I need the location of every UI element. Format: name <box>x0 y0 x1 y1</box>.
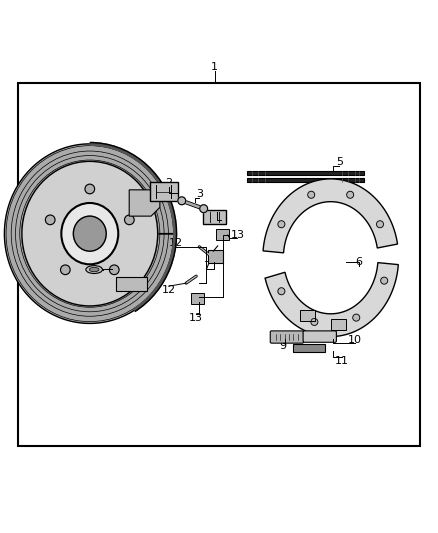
Text: 12: 12 <box>169 238 183 248</box>
Polygon shape <box>247 171 364 174</box>
Ellipse shape <box>86 265 102 273</box>
Polygon shape <box>300 310 315 321</box>
Circle shape <box>110 265 119 274</box>
Polygon shape <box>247 179 364 182</box>
Polygon shape <box>4 144 175 324</box>
Circle shape <box>308 191 315 198</box>
FancyBboxPatch shape <box>191 293 204 304</box>
Circle shape <box>60 265 70 274</box>
FancyBboxPatch shape <box>303 331 336 342</box>
Text: 2: 2 <box>165 178 172 188</box>
Polygon shape <box>263 179 398 253</box>
Circle shape <box>353 314 360 321</box>
FancyBboxPatch shape <box>293 344 325 352</box>
Text: 1: 1 <box>211 62 218 72</box>
FancyBboxPatch shape <box>208 251 223 263</box>
FancyBboxPatch shape <box>150 182 178 201</box>
Text: 9: 9 <box>279 341 286 351</box>
Ellipse shape <box>22 161 158 306</box>
Circle shape <box>377 221 384 228</box>
Bar <box>18 83 420 446</box>
Text: 11: 11 <box>335 356 349 366</box>
Text: 12: 12 <box>162 285 176 295</box>
FancyBboxPatch shape <box>203 209 226 224</box>
FancyBboxPatch shape <box>270 331 304 343</box>
FancyBboxPatch shape <box>216 229 229 240</box>
Polygon shape <box>129 190 160 216</box>
Text: 13: 13 <box>230 230 244 240</box>
Circle shape <box>200 205 208 213</box>
Circle shape <box>278 221 285 228</box>
Circle shape <box>178 197 186 205</box>
Text: 8: 8 <box>108 261 115 271</box>
Ellipse shape <box>89 268 99 272</box>
Circle shape <box>85 184 95 194</box>
Text: 5: 5 <box>336 157 343 167</box>
Text: 4: 4 <box>218 211 225 221</box>
Circle shape <box>311 318 318 326</box>
Circle shape <box>346 191 353 198</box>
Text: 13: 13 <box>189 313 203 323</box>
Polygon shape <box>331 319 346 330</box>
Text: 7: 7 <box>203 261 210 271</box>
Text: 10: 10 <box>348 335 362 345</box>
Ellipse shape <box>73 216 106 251</box>
Polygon shape <box>116 278 147 290</box>
Circle shape <box>124 215 134 225</box>
Ellipse shape <box>61 203 118 264</box>
Circle shape <box>381 277 388 284</box>
Text: 3: 3 <box>196 189 203 199</box>
Circle shape <box>46 215 55 225</box>
Text: 6: 6 <box>356 257 363 267</box>
Polygon shape <box>265 263 398 336</box>
Circle shape <box>278 288 285 295</box>
